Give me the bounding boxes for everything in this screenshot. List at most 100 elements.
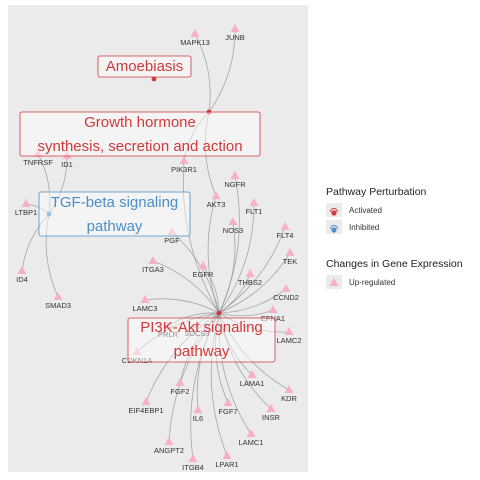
gene-label-fgf7: FGF7 [218,407,237,416]
legend-upregulated-key: Up-regulated [326,275,395,289]
gene-lamc1: LAMC1 [238,429,264,447]
edge-akt3-growth-hormone [204,111,217,197]
gene-marker-prlr [163,321,173,329]
gene-marker-insr [266,404,276,412]
gene-label-flt1: FLT1 [246,207,263,216]
gene-marker-ltbp1 [21,199,31,207]
gene-marker-tnfrsf [33,149,43,157]
pathway-label-box-pi3k-akt [127,317,276,363]
edge-itgb4-pi3k-akt [190,312,220,460]
edge-itga3-pi3k-akt [152,260,220,314]
gene-itgb4: ITGB4 [182,454,204,472]
gene-label-efna1: EFNA1 [261,314,285,323]
gene-marker-lamc3 [140,295,150,303]
pathway-hub-tgf-beta [46,211,52,217]
gene-label-cdkn1a: CDKN1A [122,356,152,365]
gene-marker-fgf2 [175,378,185,386]
gene-angpt2: ANGPT2 [154,437,184,455]
gene-thbs2: THBS2 [238,269,262,287]
edge-nos3-pi3k-akt [218,221,236,314]
gene-marker-itgb4 [188,454,198,462]
gene-layer: JUNBMAPK13PIK3R1NGFRAKT3FLT1FLT4NOS3PGFT… [15,24,302,472]
edge-insr-pi3k-akt [218,312,272,410]
gene-label-ltbp1: LTBP1 [15,208,37,217]
edge-angpt2-pi3k-akt [168,312,220,443]
gene-marker-angpt2 [164,437,174,445]
gene-marker-id1 [62,151,72,159]
gene-label-id1: ID1 [61,160,73,169]
gene-marker-nos3 [228,217,238,225]
edge-tek-pi3k-akt [218,252,291,314]
gene-il6: IL6 [193,405,203,423]
edge-pik3r1-pi3k-akt [182,160,220,314]
gene-junb: JUNB [225,24,245,42]
pathway-label-growth-hormone-line-1: Growth hormone [84,114,196,131]
edge-egfr-pi3k-akt [202,265,220,314]
pathway-label-tgf-beta-line-2: pathway [87,218,143,235]
edge-akt3-pi3k-akt [207,195,220,314]
gene-marker-kdr [284,385,294,393]
upregulated-triangle-icon [329,277,339,286]
activated-arc-icon [330,208,338,213]
gene-fgf2: FGF2 [170,378,190,396]
legend: Pathway Perturbation Activated Inhibited… [326,186,463,289]
edge-lamc1-pi3k-akt [218,312,252,435]
gene-label-thbs2: THBS2 [238,278,262,287]
gene-ccnd2: CCND2 [273,284,299,302]
gene-marker-ccnd2 [281,284,291,292]
pathway-hub-pi3k-akt [216,310,222,316]
gene-pgf: PGF [164,227,180,245]
edge-tnfrsf-tgf-beta [37,153,51,215]
gene-label-tnfrsf: TNFRSF [23,158,53,167]
pathway-label-box-tgf-beta [38,191,191,237]
legend-activated-key: Activated [326,203,382,217]
gene-marker-thbs2 [245,269,255,277]
gene-label-pgf: PGF [164,236,180,245]
gene-marker-lamc2 [284,327,294,335]
gene-lpar1: LPAR1 [215,451,239,469]
gene-label-il6: IL6 [193,414,203,423]
gene-lamc3: LAMC3 [132,295,158,313]
gene-label-egfr: EGFR [193,270,214,279]
pathway-label-tgf-beta-line-1: TGF-beta signaling [51,194,179,211]
gene-egfr: EGFR [193,261,214,279]
gene-cdkn1a: CDKN1A [122,347,152,365]
pathway-label-box-amoebiasis [97,55,192,78]
gene-ltbp1: LTBP1 [15,199,37,217]
gene-label-fgf2: FGF2 [170,387,189,396]
gene-marker-pgf [167,227,177,235]
gene-marker-junb [230,24,240,32]
edge-mapk13-growth-hormone [194,33,211,113]
gene-label-mapk13: MAPK13 [180,38,210,47]
edge-junb-growth-hormone [208,28,236,113]
edge-prlr-pi3k-akt [167,312,220,327]
gene-marker-fgf7 [223,398,233,406]
gene-mapk13: MAPK13 [180,29,210,47]
edge-eif4ebp1-pi3k-akt [145,312,220,403]
gene-label-lama1: LAMA1 [240,379,265,388]
gene-flt1: FLT1 [246,198,263,216]
gene-marker-cdkn1a [132,347,142,355]
gene-label-insr: INSR [262,413,281,422]
inhibited-arc-icon [330,225,338,230]
gene-marker-smad3 [53,292,63,300]
gene-efna1: EFNA1 [261,305,285,323]
gene-flt4: FLT4 [277,222,293,240]
pathway-label-pi3k-akt-line-1: PI3K-Akt signaling [140,319,263,336]
gene-label-id4: ID4 [16,275,28,284]
gene-lama1: LAMA1 [240,370,265,388]
gene-itga3: ITGA3 [142,256,164,274]
gene-label-junb: JUNB [225,33,245,42]
edge-fgf2-pi3k-akt [179,312,220,384]
legend-inhibited-label: Inhibited [349,223,379,232]
edge-thbs2-pi3k-akt [218,273,251,314]
pathway-label-pi3k-akt-line-2: pathway [174,343,230,360]
edge-ccnd2-pi3k-akt [218,288,287,314]
edge-kdr-pi3k-akt [218,312,290,391]
edge-id1-tgf-beta [48,155,68,215]
gene-label-pik3r1: PIK3R1 [171,165,197,174]
gene-marker-flt4 [280,222,290,230]
edge-lamc2-pi3k-akt [218,312,290,333]
edge-smad3-tgf-beta [45,213,59,298]
